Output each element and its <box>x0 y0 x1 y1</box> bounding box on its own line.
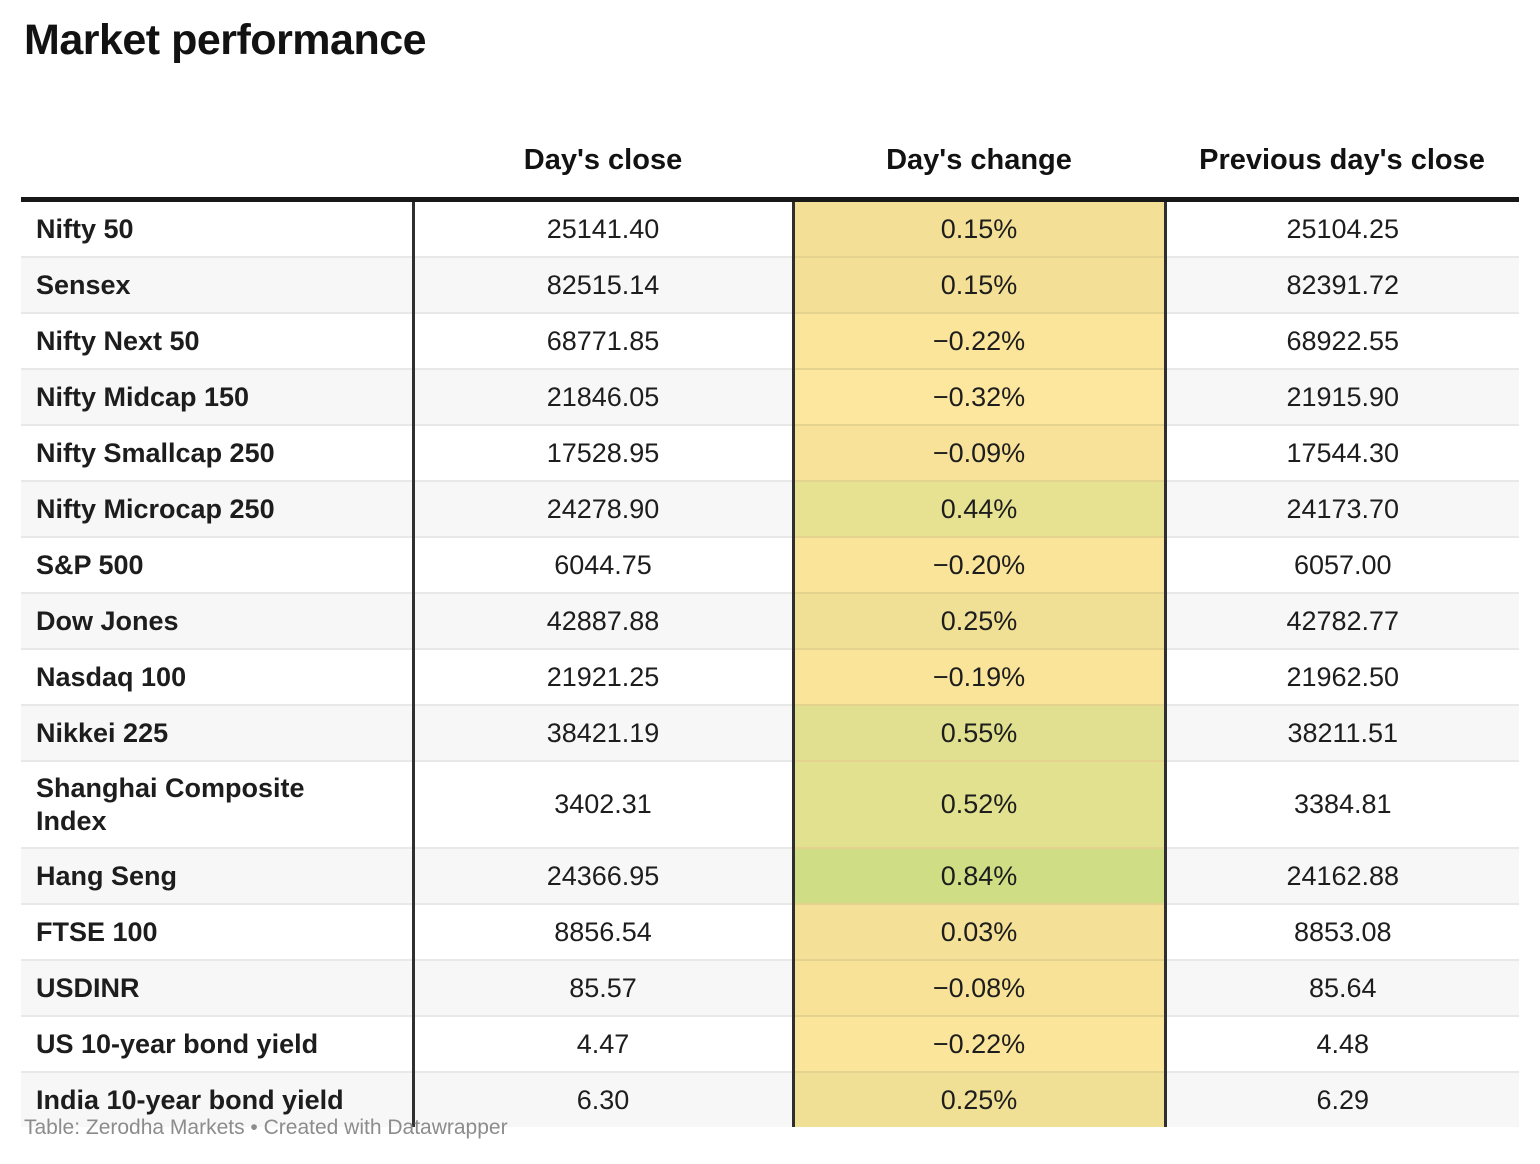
row-label: Nifty Next 50 <box>21 312 413 369</box>
row-label: Sensex <box>21 256 413 313</box>
days-close-cell: 85.57 <box>411 959 793 1016</box>
table-row: Nifty Midcap 150 21846.05 −0.32% 21915.9… <box>21 368 1519 425</box>
days-close-cell: 24278.90 <box>411 480 793 537</box>
days-change-cell: −0.09% <box>791 424 1167 481</box>
previous-days-close-cell: 25104.25 <box>1286 213 1400 244</box>
days-change-cell: 0.55% <box>791 704 1167 761</box>
table-row: Nifty 50 25141.40 0.15% 25104.25 <box>21 199 1519 257</box>
table-row: Nifty Smallcap 250 17528.95 −0.09% 17544… <box>21 424 1519 481</box>
column-header-days-close: Day's close <box>413 71 793 202</box>
previous-days-close-cell: 6057.00 <box>1165 536 1519 593</box>
previous-days-close-cell: 21915.90 <box>1165 368 1519 425</box>
days-close-cell: 24366.95 <box>411 847 793 904</box>
previous-days-close-cell: 6.29 <box>1165 1071 1519 1127</box>
row-label: US 10-year bond yield <box>21 1015 413 1072</box>
previous-days-close-cell: 8853.08 <box>1165 903 1519 960</box>
days-change-cell: 0.15% <box>791 199 1167 257</box>
days-close-cell: 38421.19 <box>411 704 793 761</box>
days-close-cell: 8856.54 <box>411 903 793 960</box>
column-header-previous-days-close: Previous day's close <box>1165 71 1519 202</box>
days-close-cell: 6.30 <box>411 1071 793 1127</box>
row-label: Nikkei 225 <box>21 704 413 761</box>
days-close-cell: 82515.14 <box>411 256 793 313</box>
table-row: Nifty Next 50 68771.85 −0.22% 68922.55 <box>21 312 1519 369</box>
days-change-cell: 0.25% <box>791 592 1167 649</box>
table-row: FTSE 100 8856.54 0.03% 8853.08 <box>21 903 1519 960</box>
previous-days-close-cell: 82391.72 <box>1165 256 1519 313</box>
table-row: Dow Jones 42887.88 0.25% 42782.77 <box>21 592 1519 649</box>
table-row: S&P 500 6044.75 −0.20% 6057.00 <box>21 536 1519 593</box>
days-close-cell: 21846.05 <box>411 368 793 425</box>
days-close-cell: 4.47 <box>411 1015 793 1072</box>
previous-days-close-cell: 42782.77 <box>1165 592 1519 649</box>
previous-days-close-cell: 24173.70 <box>1165 480 1519 537</box>
days-close-cell: 21921.25 <box>411 648 793 705</box>
days-change-cell: 0.44% <box>791 480 1167 537</box>
days-change-cell: −0.32% <box>791 368 1167 425</box>
row-label: Nasdaq 100 <box>21 648 413 705</box>
days-change-cell: 0.84% <box>791 847 1167 904</box>
days-change-cell: −0.20% <box>791 536 1167 593</box>
days-change-cell: −0.22% <box>791 312 1167 369</box>
row-label: Shanghai Composite Index <box>21 760 413 848</box>
table-row: US 10-year bond yield 4.47 −0.22% 4.48 <box>21 1015 1519 1072</box>
row-label: Dow Jones <box>21 592 413 649</box>
table-row: USDINR 85.57 −0.08% 85.64 <box>21 959 1519 1016</box>
header-row: Day's close Day's change Previous day's … <box>21 71 1519 202</box>
days-close-cell: 25141.40 <box>411 199 793 257</box>
table-row: Hang Seng 24366.95 0.84% 24162.88 <box>21 847 1519 904</box>
row-label: India 10-year bond yield <box>21 1071 413 1127</box>
row-label: FTSE 100 <box>21 903 413 960</box>
days-close-cell: 17528.95 <box>411 424 793 481</box>
previous-days-close-cell: 85.64 <box>1165 959 1519 1016</box>
previous-days-close-cell: 68922.55 <box>1165 312 1519 369</box>
previous-days-close-cell: 3384.81 <box>1165 760 1519 848</box>
row-label: USDINR <box>21 959 413 1016</box>
market-performance-table: Day's close Day's change Previous day's … <box>21 71 1519 1127</box>
previous-days-close-cell: 4.48 <box>1165 1015 1519 1072</box>
row-label: Nifty Smallcap 250 <box>21 424 413 481</box>
table-row: Sensex 82515.14 0.15% 82391.72 <box>21 256 1519 313</box>
row-label: Nifty Microcap 250 <box>21 480 413 537</box>
table-row: Nifty Microcap 250 24278.90 0.44% 24173.… <box>21 480 1519 537</box>
days-change-cell: 0.15% <box>791 256 1167 313</box>
previous-days-close-cell: 24162.88 <box>1165 847 1519 904</box>
row-label: S&P 500 <box>21 536 413 593</box>
days-change-cell: 0.03% <box>791 903 1167 960</box>
row-label: Nifty 50 <box>36 213 134 244</box>
days-change-cell: −0.08% <box>791 959 1167 1016</box>
footer-credit: Table: Zerodha Markets • Created with Da… <box>24 1116 508 1139</box>
column-header-blank <box>21 71 413 202</box>
column-header-days-change: Day's change <box>793 71 1165 202</box>
previous-days-close-cell: 21962.50 <box>1165 648 1519 705</box>
previous-days-close-cell: 17544.30 <box>1165 424 1519 481</box>
page-title: Market performance <box>24 16 427 64</box>
table-row: Nikkei 225 38421.19 0.55% 38211.51 <box>21 704 1519 761</box>
days-change-cell: 0.25% <box>791 1071 1167 1127</box>
days-change-cell: −0.19% <box>791 648 1167 705</box>
days-close-cell: 42887.88 <box>411 592 793 649</box>
row-label: Nifty Midcap 150 <box>21 368 413 425</box>
row-label: Hang Seng <box>21 847 413 904</box>
table-row: Shanghai Composite Index 3402.31 0.52% 3… <box>21 760 1519 848</box>
days-close-cell: 68771.85 <box>411 312 793 369</box>
days-change-cell: 0.52% <box>791 760 1167 848</box>
days-close-cell: 6044.75 <box>411 536 793 593</box>
previous-days-close-cell: 38211.51 <box>1165 704 1519 761</box>
table-row: Nasdaq 100 21921.25 −0.19% 21962.50 <box>21 648 1519 705</box>
days-close-cell: 3402.31 <box>411 760 793 848</box>
table-row: India 10-year bond yield 6.30 0.25% 6.29 <box>21 1071 1519 1127</box>
days-change-cell: −0.22% <box>791 1015 1167 1072</box>
